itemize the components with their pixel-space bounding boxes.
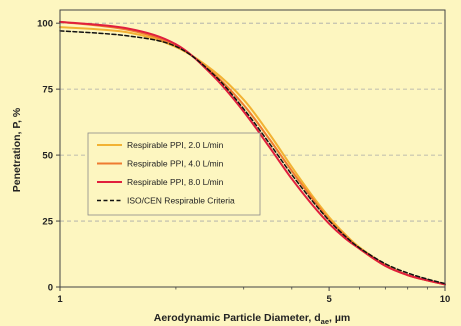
x-tick-label: 10 (440, 294, 451, 305)
legend-box (87, 132, 261, 216)
y-tick-label: 75 (42, 85, 53, 96)
plot-frame (59, 9, 446, 288)
x-axis-title-subscript: ae (321, 317, 329, 326)
series-lines (59, 20, 446, 286)
series-line-ppi-8-lpm (59, 20, 446, 286)
y-tick-label: 50 (42, 151, 53, 162)
y-axis-title: Penetration, P, % (11, 107, 23, 192)
x-axis-title: Aerodynamic Particle Diameter, dae, µm (154, 312, 350, 326)
x-tick-label: 5 (326, 294, 332, 305)
legend-label: Respirable PPI, 2.0 L/min (127, 140, 224, 150)
y-tick-label: 25 (42, 217, 53, 228)
legend: Respirable PPI, 2.0 L/min Respirable PPI,… (87, 132, 261, 216)
x-axis-title-unit: , µm (329, 312, 350, 324)
axis-ticks: 0 25 50 75 100 1 5 10 (37, 19, 450, 305)
legend-label: Respirable PPI, 8.0 L/min (127, 177, 224, 187)
legend-label: Respirable PPI, 4.0 L/min (127, 159, 224, 169)
series-line-iso-cen-criteria (59, 30, 446, 285)
y-tick-label: 100 (37, 19, 53, 30)
legend-label: ISO/CEN Respirable Criteria (127, 196, 235, 206)
x-tick-label: 1 (57, 294, 63, 305)
y-tick-label: 0 (48, 283, 53, 294)
